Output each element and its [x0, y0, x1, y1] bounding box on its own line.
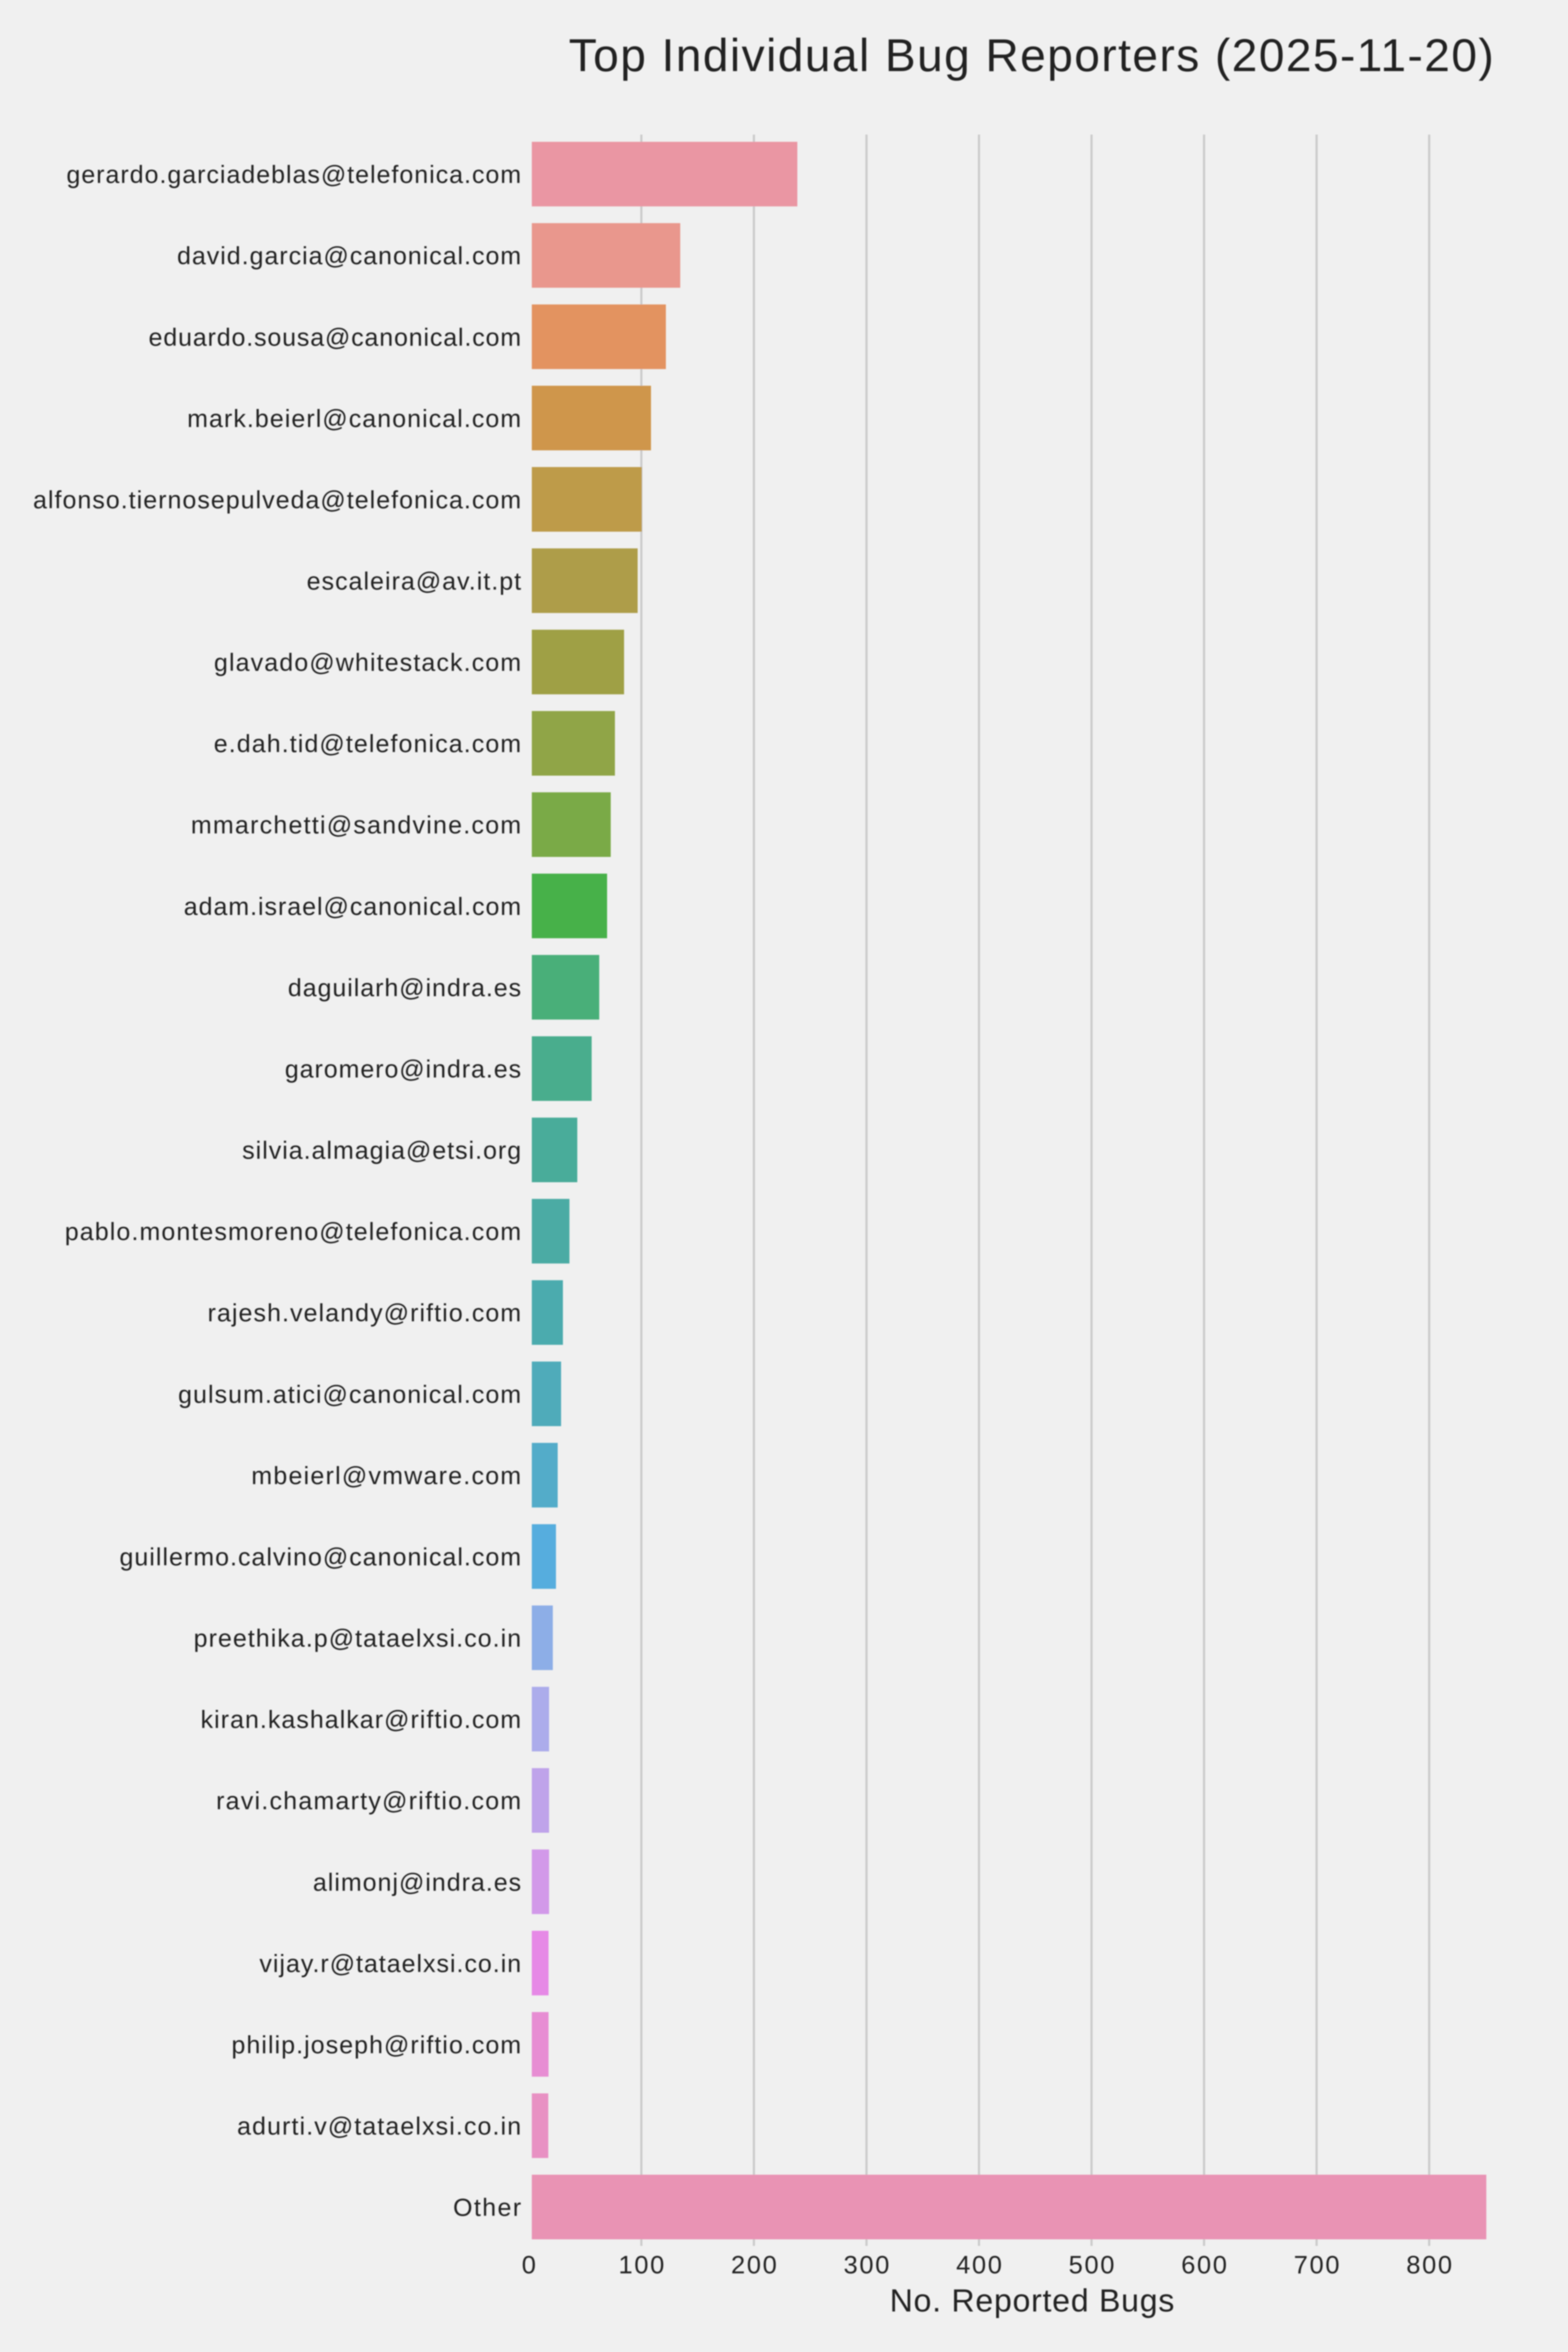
svg-text:preethika.p@tataelxsi.co.in: preethika.p@tataelxsi.co.in: [194, 1625, 522, 1653]
svg-text:adurti.v@tataelxsi.co.in: adurti.v@tataelxsi.co.in: [237, 2113, 521, 2140]
svg-text:alfonso.tiernosepulveda@telefo: alfonso.tiernosepulveda@telefonica.com: [33, 486, 521, 514]
svg-text:mark.beierl@canonical.com: mark.beierl@canonical.com: [187, 405, 521, 433]
svg-text:0: 0: [522, 2251, 536, 2279]
svg-text:gulsum.atici@canonical.com: gulsum.atici@canonical.com: [178, 1381, 521, 1409]
svg-text:silvia.almagia@etsi.org: silvia.almagia@etsi.org: [242, 1137, 521, 1165]
svg-text:600: 600: [1181, 2251, 1227, 2279]
svg-text:100: 100: [618, 2251, 664, 2279]
svg-text:guillermo.calvino@canonical.co: guillermo.calvino@canonical.com: [120, 1543, 521, 1571]
svg-text:mmarchetti@sandvine.com: mmarchetti@sandvine.com: [191, 812, 521, 839]
svg-text:glavado@whitestack.com: glavado@whitestack.com: [214, 649, 521, 677]
svg-text:garomero@indra.es: garomero@indra.es: [285, 1056, 521, 1083]
svg-text:daguilarh@indra.es: daguilarh@indra.es: [288, 974, 521, 1002]
svg-text:800: 800: [1406, 2251, 1452, 2279]
svg-text:alimonj@indra.es: alimonj@indra.es: [313, 1869, 521, 1896]
svg-text:escaleira@av.it.pt: escaleira@av.it.pt: [307, 568, 521, 595]
svg-text:ravi.chamarty@riftio.com: ravi.chamarty@riftio.com: [216, 1788, 522, 1815]
svg-text:rajesh.velandy@riftio.com: rajesh.velandy@riftio.com: [207, 1299, 521, 1327]
svg-text:kiran.kashalkar@riftio.com: kiran.kashalkar@riftio.com: [201, 1706, 521, 1734]
svg-text:adam.israel@canonical.com: adam.israel@canonical.com: [184, 893, 521, 920]
svg-text:philip.joseph@riftio.com: philip.joseph@riftio.com: [232, 2031, 521, 2059]
svg-text:eduardo.sousa@canonical.com: eduardo.sousa@canonical.com: [148, 324, 521, 351]
svg-text:400: 400: [956, 2251, 1002, 2279]
svg-text:e.dah.tid@telefonica.com: e.dah.tid@telefonica.com: [214, 730, 521, 758]
svg-text:200: 200: [731, 2251, 777, 2279]
svg-text:500: 500: [1069, 2251, 1115, 2279]
svg-text:Other: Other: [453, 2194, 521, 2222]
svg-text:vijay.r@tataelxsi.co.in: vijay.r@tataelxsi.co.in: [259, 1950, 521, 1978]
svg-text:700: 700: [1294, 2251, 1340, 2279]
svg-text:mbeierl@vmware.com: mbeierl@vmware.com: [251, 1462, 521, 1490]
svg-text:gerardo.garciadeblas@telefonic: gerardo.garciadeblas@telefonica.com: [66, 161, 521, 189]
svg-text:Top Individual Bug Reporters (: Top Individual Bug Reporters (2025-11-20…: [569, 29, 1494, 81]
svg-text:300: 300: [844, 2251, 890, 2279]
svg-text:No. Reported Bugs: No. Reported Bugs: [890, 2282, 1174, 2318]
svg-text:pablo.montesmoreno@telefonica.: pablo.montesmoreno@telefonica.com: [65, 1218, 521, 1246]
